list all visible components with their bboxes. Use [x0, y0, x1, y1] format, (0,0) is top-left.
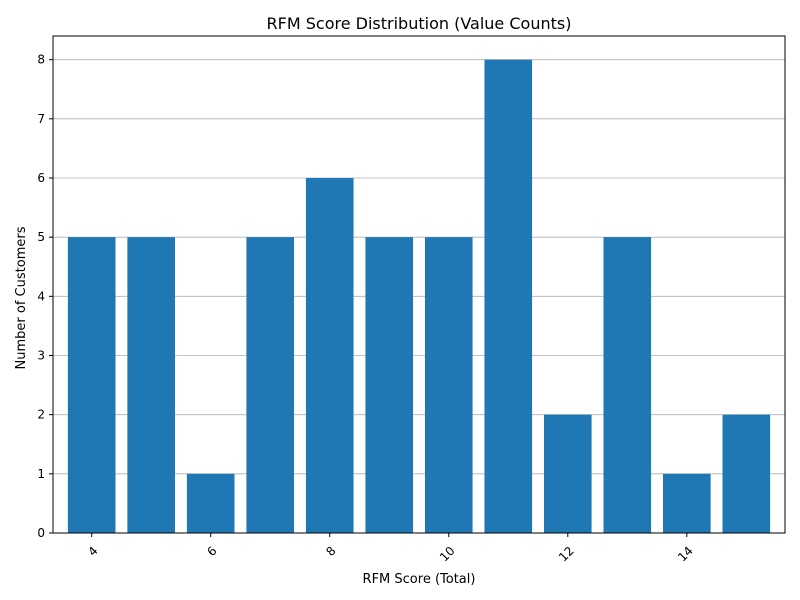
y-tick-label: 4 — [37, 289, 45, 303]
x-tick-label: 6 — [204, 544, 219, 559]
x-tick-label: 12 — [556, 544, 577, 565]
y-axis-label: Number of Customers — [14, 226, 29, 369]
y-tick-label: 7 — [37, 112, 45, 126]
bar — [127, 237, 175, 533]
x-tick-label: 10 — [437, 544, 458, 565]
y-tick-label: 8 — [37, 53, 45, 67]
bar — [722, 414, 771, 533]
bar — [246, 237, 295, 533]
bars — [67, 59, 771, 534]
bar — [67, 237, 116, 533]
plot-frame — [52, 35, 786, 534]
x-axis-label: RFM Score (Total) — [363, 572, 476, 587]
bar — [365, 237, 414, 533]
x-tick-label: 8 — [323, 544, 338, 559]
bar — [603, 237, 652, 533]
bar — [663, 473, 711, 533]
y-axis: 0 1 2 3 4 5 6 7 8 — [37, 53, 53, 540]
bar — [484, 59, 533, 534]
bar — [305, 178, 354, 533]
y-tick-label: 6 — [37, 171, 45, 185]
x-tick-label: 4 — [85, 544, 100, 559]
y-tick-label: 2 — [37, 408, 45, 422]
x-axis: 4 6 8 10 12 14 — [85, 533, 696, 565]
y-tick-label: 5 — [37, 230, 45, 244]
x-tick-label: 14 — [675, 544, 696, 565]
y-tick-label: 0 — [37, 526, 45, 540]
bar — [543, 414, 592, 533]
chart-title: RFM Score Distribution (Value Counts) — [267, 14, 572, 33]
bar — [424, 237, 473, 533]
bar — [186, 473, 235, 533]
y-tick-label: 1 — [37, 467, 45, 481]
y-tick-label: 3 — [37, 349, 45, 363]
